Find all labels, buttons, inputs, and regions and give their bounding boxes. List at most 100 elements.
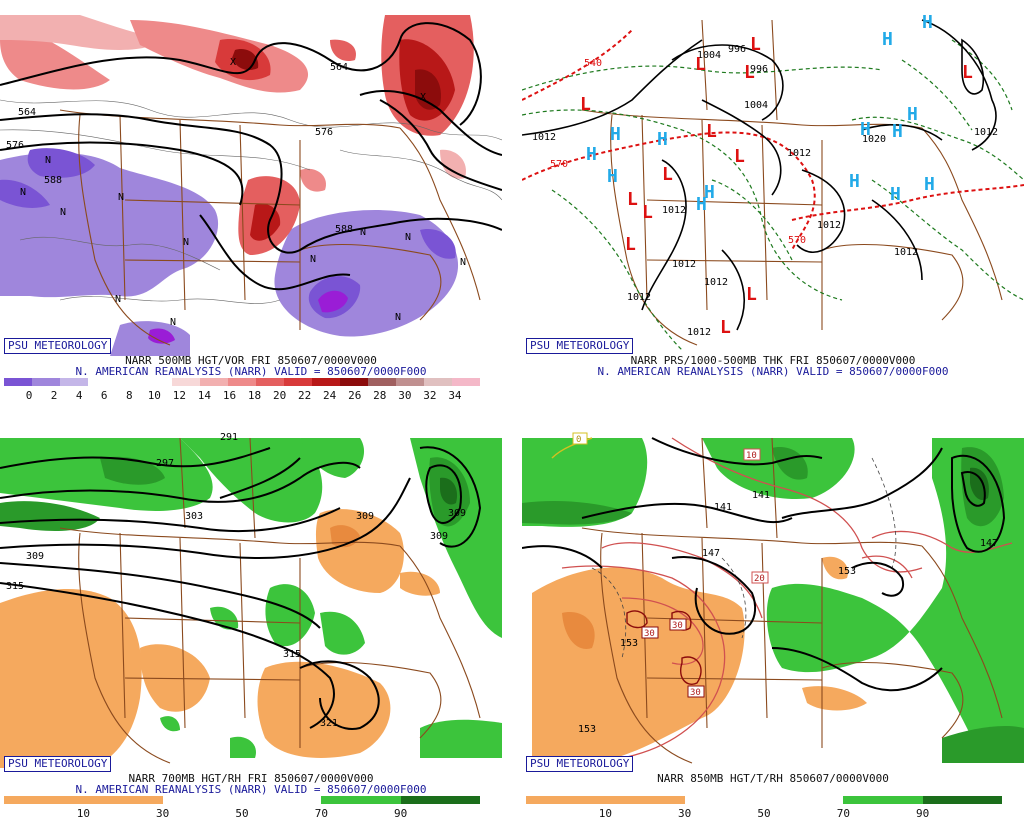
colorbar-tick-label: 6 <box>100 389 108 402</box>
colorbar <box>4 796 480 804</box>
panel-title: NARR 700MB HGT/RH FRI 850607/0000V000 <box>128 772 374 785</box>
colorbar-tick-label: 50 <box>757 807 771 820</box>
colorbar-segment <box>284 378 312 386</box>
n-mark: N <box>115 294 121 305</box>
thickness-label: 570 <box>550 159 568 170</box>
high-pressure-marker: H <box>892 121 903 142</box>
contour-label: 141 <box>752 490 770 501</box>
n-mark: N <box>170 317 176 328</box>
colorbar-segment <box>684 796 764 804</box>
colorbar-segment <box>763 796 844 804</box>
colorbar-ticks: 10 30 50 70 90 <box>526 807 1002 820</box>
high-pressure-marker: H <box>607 166 618 187</box>
contour-label: 147 <box>702 548 720 559</box>
colorbar-tick-label: 28 <box>373 389 387 402</box>
colorbar-segment <box>526 796 606 804</box>
isobar-label: 1012 <box>787 148 811 159</box>
isobar-label: 1020 <box>862 134 886 145</box>
isobar-label: 996 <box>750 64 768 75</box>
colorbar-segment <box>452 378 480 386</box>
n-mark: N <box>20 187 26 198</box>
n-mark: N <box>310 254 316 265</box>
temperature-label: 30 <box>644 629 655 639</box>
colorbar-segment <box>144 378 172 386</box>
colorbar-tick-label: 8 <box>125 389 133 402</box>
high-pressure-marker: H <box>882 29 893 50</box>
temperature-label: 10 <box>746 451 757 461</box>
colorbar-segment <box>172 378 200 386</box>
temperature-label: 30 <box>690 688 701 698</box>
n-mark: N <box>118 192 124 203</box>
map-pressure-thickness: 540 570 570 1012 1004 996 996 1004 1012 … <box>522 12 1024 356</box>
colorbar-tick-label: 90 <box>394 807 408 820</box>
colorbar-segment <box>321 796 401 804</box>
temperature-label: 0 <box>576 435 581 445</box>
isobar-label: 1012 <box>672 259 696 270</box>
colorbar-segment <box>241 796 322 804</box>
n-mark: N <box>395 312 401 323</box>
n-mark: N <box>60 207 66 218</box>
colorbar-tick-label: 32 <box>423 389 437 402</box>
contour-label: 588 <box>44 175 62 186</box>
colorbar-tick-label: 10 <box>76 807 90 820</box>
contour-label: 564 <box>330 62 348 73</box>
contour-label: 564 <box>18 107 36 118</box>
colorbar-tick-label: 2 <box>50 389 58 402</box>
high-pressure-marker: H <box>704 182 715 203</box>
low-pressure-marker: L <box>746 284 757 305</box>
n-mark: N <box>45 155 51 166</box>
colorbar <box>526 796 1002 804</box>
panel-title: NARR PRS/1000-500MB THK FRI 850607/0000V… <box>630 354 916 367</box>
high-pressure-marker: H <box>586 144 597 165</box>
colorbar <box>4 378 480 386</box>
contour-label: 309 <box>448 508 466 519</box>
colorbar-tick-label: 22 <box>298 389 312 402</box>
colorbar-segment <box>88 378 116 386</box>
contour-label: 309 <box>356 511 374 522</box>
isobar-label: 1004 <box>744 100 768 111</box>
low-pressure-marker: L <box>627 189 638 210</box>
isobar-label: 1012 <box>817 220 841 231</box>
panel-700mb-rh: 291 297 303 309 309 315 315 321 309 309 … <box>0 418 502 820</box>
isobar-label: 1012 <box>894 247 918 258</box>
panel-500mb-vorticity: 564 576 588 564 576 588 N N N N N N N N … <box>0 0 502 402</box>
colorbar-segment <box>605 796 685 804</box>
contour-label: 153 <box>620 638 638 649</box>
low-pressure-marker: L <box>662 164 673 185</box>
colorbar-segment <box>368 378 396 386</box>
colorbar-ticks: 10 30 50 70 90 <box>4 807 480 820</box>
temperature-label: 20 <box>754 574 765 584</box>
contour-label: 153 <box>578 724 596 735</box>
contour-label: 576 <box>6 140 24 151</box>
colorbar-segment <box>200 378 228 386</box>
contour-label: 153 <box>838 566 856 577</box>
low-pressure-marker: L <box>695 54 706 75</box>
colorbar-segment <box>60 378 88 386</box>
isobar-label: 1012 <box>704 277 728 288</box>
colorbar-tick-label: 16 <box>222 389 237 402</box>
colorbar-segment <box>843 796 923 804</box>
isobar-label: 1012 <box>662 205 686 216</box>
colorbar-tick-label: 50 <box>235 807 249 820</box>
colorbar-tick-label: 34 <box>448 389 462 402</box>
contour-label: 291 <box>220 432 238 443</box>
colorbar-tick-label: 24 <box>323 389 337 402</box>
high-pressure-marker: H <box>890 184 901 205</box>
low-pressure-marker: L <box>962 62 973 83</box>
contour-label: 588 <box>335 224 353 235</box>
colorbar-segment <box>922 796 1002 804</box>
colorbar-tick-label: 30 <box>678 807 692 820</box>
high-pressure-marker: H <box>907 104 918 125</box>
colorbar-tick-label: 30 <box>156 807 170 820</box>
thickness-label: 570 <box>788 235 806 246</box>
low-pressure-marker: L <box>580 94 591 115</box>
high-pressure-marker: H <box>849 171 860 192</box>
colorbar-segment <box>340 378 368 386</box>
panel-subtitle: N. AMERICAN REANALYSIS (NARR) VALID = 85… <box>597 365 949 378</box>
psu-badge: PSU METEOROLOGY <box>526 338 634 354</box>
colorbar-segment <box>400 796 480 804</box>
thickness-label: 540 <box>584 58 602 69</box>
colorbar-tick-label: 14 <box>197 389 212 402</box>
psu-badge: PSU METEOROLOGY <box>4 338 112 354</box>
low-pressure-marker: L <box>734 146 745 167</box>
